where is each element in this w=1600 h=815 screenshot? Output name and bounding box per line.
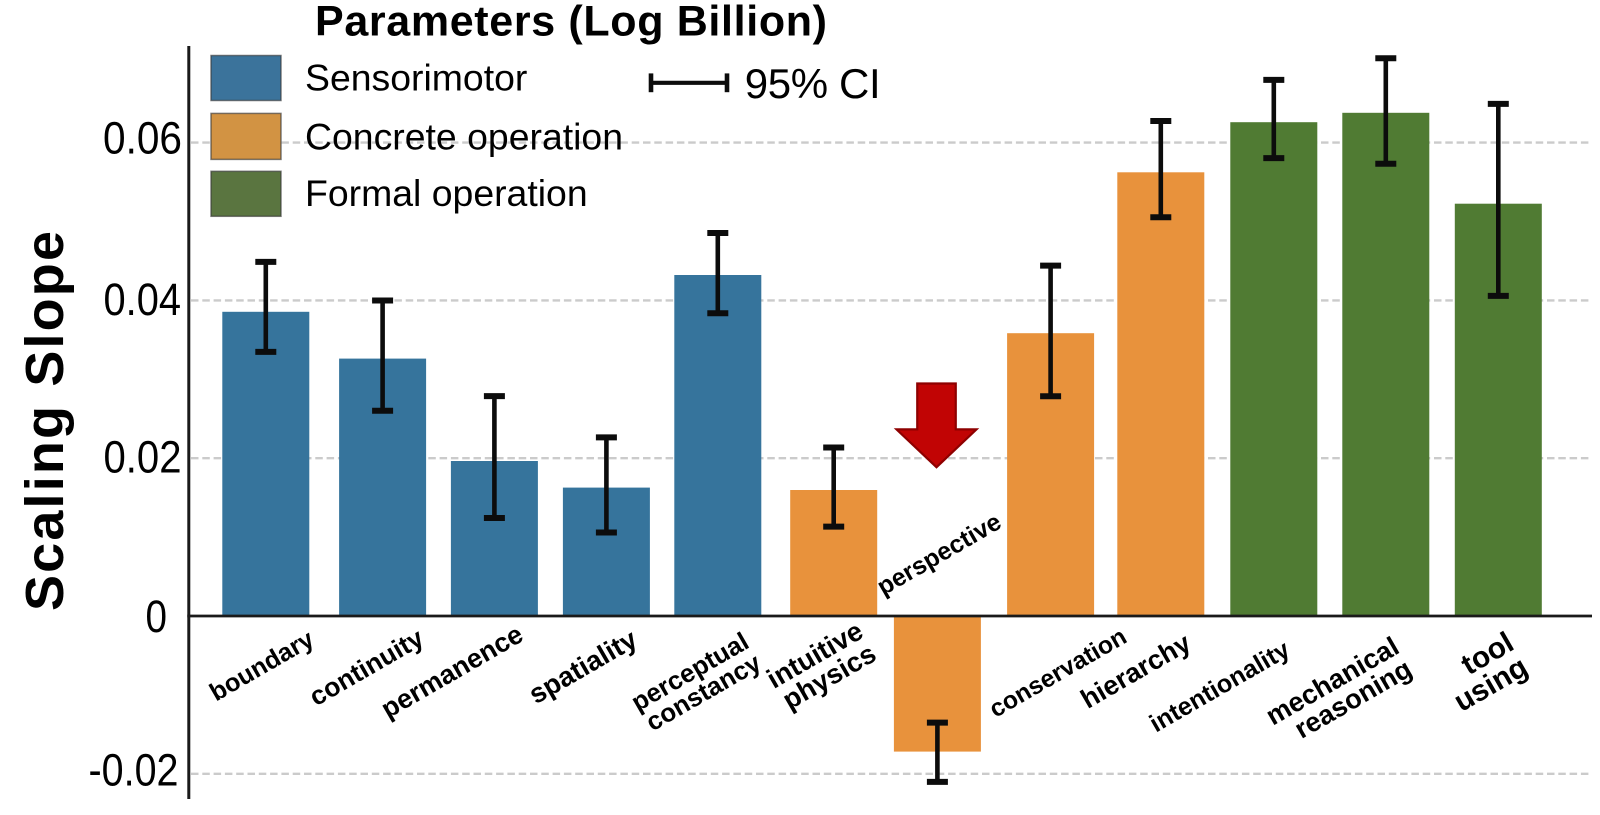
svg-text:Parameters (Log Billion): Parameters (Log Billion) [315, 0, 827, 46]
svg-text:-0.02: -0.02 [89, 744, 179, 795]
svg-text:0.04: 0.04 [104, 274, 182, 325]
svg-text:Formal operation: Formal operation [305, 172, 588, 214]
svg-text:Scaling Slope: Scaling Slope [15, 231, 75, 611]
svg-text:Concrete operation: Concrete operation [305, 115, 623, 157]
svg-text:95% CI: 95% CI [745, 60, 881, 107]
svg-text:0.06: 0.06 [103, 112, 182, 163]
svg-text:0: 0 [146, 591, 168, 642]
svg-text:0.02: 0.02 [104, 431, 182, 482]
svg-text:Sensorimotor: Sensorimotor [305, 56, 527, 98]
